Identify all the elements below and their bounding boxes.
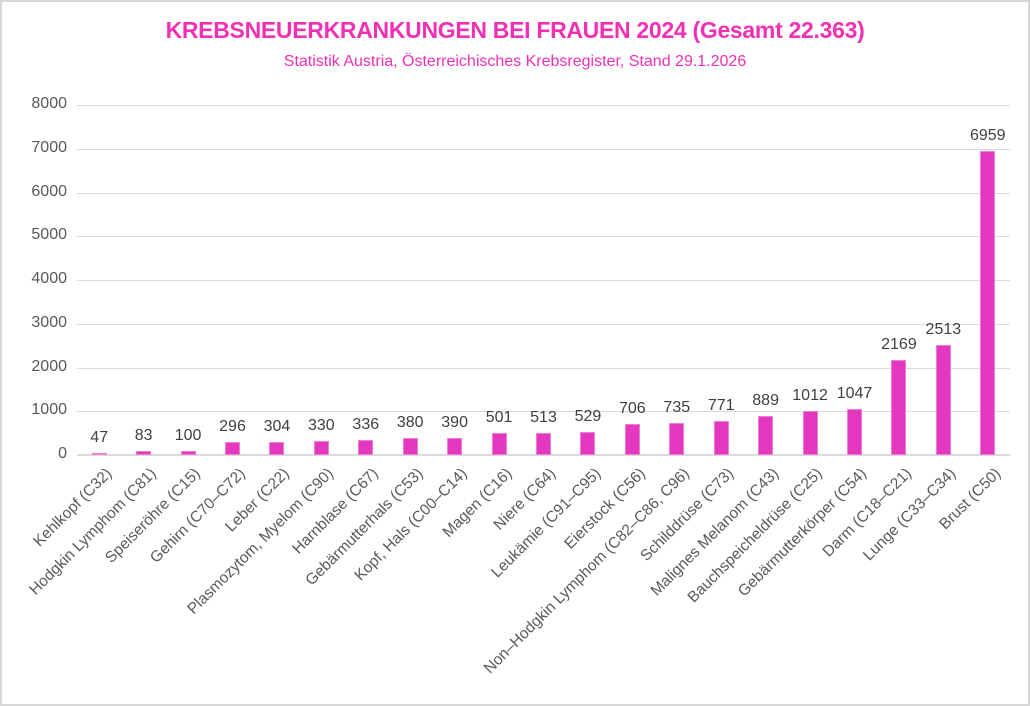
bar bbox=[847, 409, 862, 455]
bar-value-label: 330 bbox=[307, 417, 335, 434]
bar bbox=[758, 416, 774, 455]
bar bbox=[980, 151, 996, 455]
bar-value-label: 529 bbox=[574, 408, 602, 425]
y-axis-tick-label: 1000 bbox=[31, 401, 67, 419]
bar bbox=[358, 440, 374, 455]
gridline bbox=[77, 192, 1010, 194]
bar bbox=[713, 421, 729, 455]
bar-value-label: 6959 bbox=[969, 127, 1006, 144]
bar-value-label: 1047 bbox=[836, 385, 873, 402]
bar-value-label: 771 bbox=[707, 397, 735, 414]
bar bbox=[935, 345, 951, 455]
bar bbox=[180, 451, 196, 455]
y-axis-tick-label: 5000 bbox=[31, 226, 67, 244]
bar bbox=[269, 442, 285, 455]
y-axis-tick-label: 6000 bbox=[31, 182, 67, 200]
bar-value-label: 1012 bbox=[792, 387, 828, 404]
bar bbox=[225, 442, 240, 455]
bar-value-label: 380 bbox=[396, 414, 424, 431]
bar-value-label: 100 bbox=[174, 427, 202, 444]
bar bbox=[891, 360, 907, 455]
gridline bbox=[77, 323, 1010, 325]
bar bbox=[91, 453, 107, 455]
bar bbox=[624, 424, 640, 455]
bar bbox=[447, 438, 463, 455]
bar-value-label: 2513 bbox=[925, 321, 962, 338]
bar bbox=[313, 441, 329, 455]
bar bbox=[491, 433, 507, 455]
gridline bbox=[77, 236, 1010, 238]
y-axis-tick-label: 4000 bbox=[31, 270, 67, 287]
bar-value-label: 735 bbox=[663, 399, 691, 416]
y-axis-tick-label: 0 bbox=[58, 445, 67, 462]
chart-title: KREBSNEUERKRANKUNGEN BEI FRAUEN 2024 (Ge… bbox=[165, 17, 865, 43]
gridline bbox=[77, 148, 1010, 150]
gridline bbox=[77, 280, 1010, 281]
bar bbox=[536, 433, 551, 455]
bar-value-label: 706 bbox=[618, 400, 646, 417]
bar-value-label: 296 bbox=[219, 418, 246, 435]
gridline bbox=[77, 454, 1010, 456]
chart-subtitle: Statistik Austria, Österreichisches Kreb… bbox=[283, 53, 747, 70]
bar-value-label: 304 bbox=[263, 418, 291, 435]
bar-value-label: 2169 bbox=[881, 336, 917, 353]
gridline bbox=[77, 411, 1010, 413]
bar-value-label: 513 bbox=[530, 409, 557, 426]
bar-value-label: 47 bbox=[90, 429, 109, 446]
bar-value-label: 336 bbox=[352, 416, 380, 433]
y-axis-tick-label: 2000 bbox=[31, 357, 67, 375]
category-label: Non–Hodgkin Lymphom (C82–C86, C96) bbox=[480, 465, 693, 678]
y-axis-tick-label: 8000 bbox=[31, 95, 67, 112]
y-axis-tick-label: 3000 bbox=[31, 313, 67, 331]
bar bbox=[802, 411, 818, 455]
bar bbox=[580, 432, 596, 455]
bar-value-label: 83 bbox=[134, 427, 153, 444]
bar-value-label: 390 bbox=[441, 414, 468, 431]
bar bbox=[669, 423, 685, 455]
bar-value-label: 501 bbox=[485, 409, 513, 426]
bar bbox=[136, 451, 152, 455]
gridline bbox=[77, 367, 1010, 369]
bar bbox=[402, 438, 418, 455]
bar-value-label: 889 bbox=[752, 392, 779, 409]
gridline bbox=[77, 105, 1010, 106]
y-axis-tick-label: 7000 bbox=[31, 138, 67, 156]
